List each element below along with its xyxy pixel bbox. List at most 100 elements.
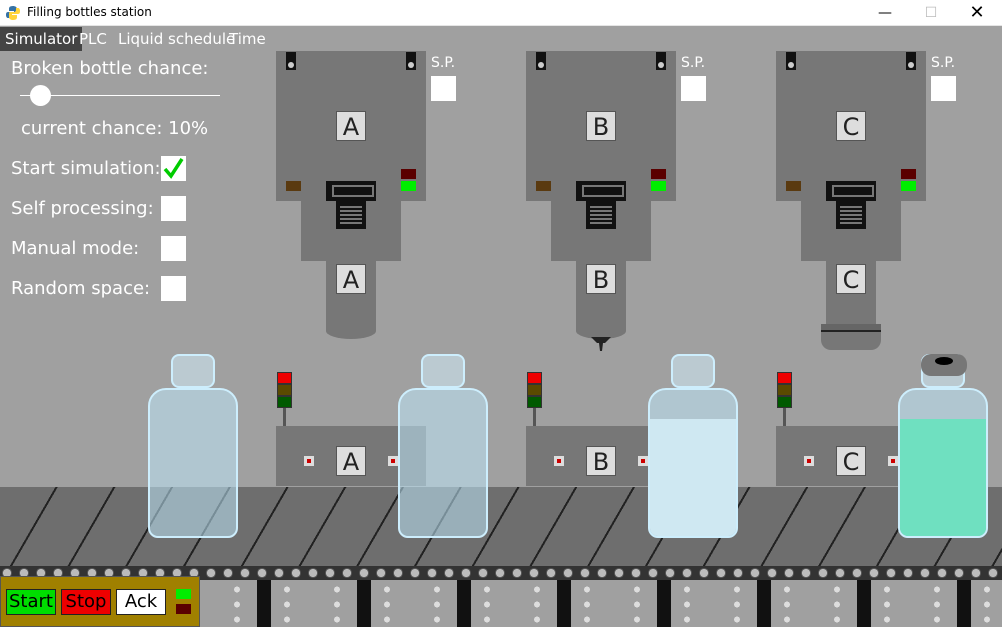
window-title: Filling bottles station [27, 5, 152, 19]
sensor-icon [388, 456, 398, 466]
bottle-body [148, 388, 238, 538]
capper-head [821, 332, 881, 350]
light-yellow [527, 384, 542, 396]
sensor-icon [638, 456, 648, 466]
current-chance-label: current chance: 10% [21, 118, 209, 139]
screw-icon [536, 52, 546, 70]
light-yellow [777, 384, 792, 396]
status-led-red [901, 169, 916, 179]
stop-button[interactable]: Stop [61, 589, 111, 615]
minimize-button[interactable]: — [878, 5, 892, 21]
screw-icon [906, 52, 916, 70]
setpoint-input[interactable] [681, 76, 706, 101]
screw-icon [286, 52, 296, 70]
close-button[interactable]: ✕ [969, 2, 985, 23]
ack-button[interactable]: Ack [116, 589, 166, 615]
sensor-icon [554, 456, 564, 466]
broken-chance-slider-track[interactable] [20, 95, 220, 96]
setpoint-label: S.P. [681, 55, 706, 71]
nozzle-icon [591, 337, 611, 351]
valve-icon [576, 181, 626, 201]
station-letter: C [836, 446, 866, 476]
bottle [898, 352, 990, 540]
station-letter: B [586, 446, 616, 476]
filler-machine-a: A A S.P. [276, 51, 526, 351]
checkmark-icon [163, 158, 184, 179]
capper-ring [821, 324, 881, 332]
bottle [148, 352, 240, 540]
tab-time[interactable]: Time [229, 30, 266, 48]
setpoint-label: S.P. [931, 55, 956, 71]
bottle [648, 352, 740, 540]
python-icon [6, 6, 20, 20]
signal-light-b [527, 372, 542, 426]
status-led-red [651, 169, 666, 179]
tab-plc[interactable]: PLC [79, 30, 107, 48]
setpoint-input[interactable] [931, 76, 956, 101]
bottle [398, 352, 490, 540]
start-button[interactable]: Start [6, 589, 56, 615]
bottle-body [648, 388, 738, 538]
title-bar: Filling bottles station — ☐ ✕ [0, 0, 1002, 26]
start-simulation-label: Start simulation: [11, 158, 161, 179]
bottle-liquid [650, 419, 736, 536]
valve-icon [826, 181, 876, 201]
bottle-neck [421, 354, 465, 388]
screw-icon [786, 52, 796, 70]
status-led-red [401, 169, 416, 179]
start-simulation-checkbox[interactable] [161, 156, 186, 181]
bottle-neck [671, 354, 715, 388]
random-space-checkbox[interactable] [161, 276, 186, 301]
status-led-green [901, 181, 916, 191]
nozzle-letter: A [336, 264, 366, 294]
light-green [777, 396, 792, 408]
light-red [777, 372, 792, 384]
machine-nozzle-tip [326, 325, 376, 339]
tab-liquid-schedule[interactable]: Liquid schedule [118, 30, 236, 48]
broken-chance-slider-knob[interactable] [30, 85, 51, 106]
grille-icon [586, 201, 616, 229]
machine-letter: C [836, 111, 866, 141]
light-red [277, 372, 292, 384]
tab-simulator[interactable]: Simulator [0, 27, 83, 51]
signal-light-c [777, 372, 792, 426]
screw-icon [406, 52, 416, 70]
light-green [277, 396, 292, 408]
light-green [527, 396, 542, 408]
setpoint-input[interactable] [431, 76, 456, 101]
sensor-icon [888, 456, 898, 466]
light-yellow [277, 384, 292, 396]
grille-icon [336, 201, 366, 229]
status-led [786, 181, 801, 191]
status-led [536, 181, 551, 191]
light-red [527, 372, 542, 384]
sensor-icon [804, 456, 814, 466]
status-led-green [651, 181, 666, 191]
machine-letter: A [336, 111, 366, 141]
light-stem [533, 408, 536, 426]
light-stem [283, 408, 286, 426]
sensor-icon [304, 456, 314, 466]
manual-mode-label: Manual mode: [11, 238, 140, 259]
bottle-neck [171, 354, 215, 388]
conveyor-rollers [0, 566, 1002, 580]
machine-nozzle-tip [576, 325, 626, 339]
bottle-body [898, 388, 988, 538]
manual-mode-checkbox[interactable] [161, 236, 186, 261]
self-processing-checkbox[interactable] [161, 196, 186, 221]
fault-indicator [176, 604, 191, 614]
status-led [286, 181, 301, 191]
running-indicator [176, 589, 191, 599]
valve-icon [326, 181, 376, 201]
filler-machine-b: B B S.P. [526, 51, 776, 351]
light-stem [783, 408, 786, 426]
maximize-button[interactable]: ☐ [924, 5, 938, 21]
conveyor-bolts [200, 580, 1002, 627]
bottle-cap [921, 354, 967, 376]
station-letter: A [336, 446, 366, 476]
broken-chance-label: Broken bottle chance: [11, 58, 209, 79]
signal-light-a [277, 372, 292, 426]
random-space-label: Random space: [11, 278, 151, 299]
nozzle-letter: B [586, 264, 616, 294]
